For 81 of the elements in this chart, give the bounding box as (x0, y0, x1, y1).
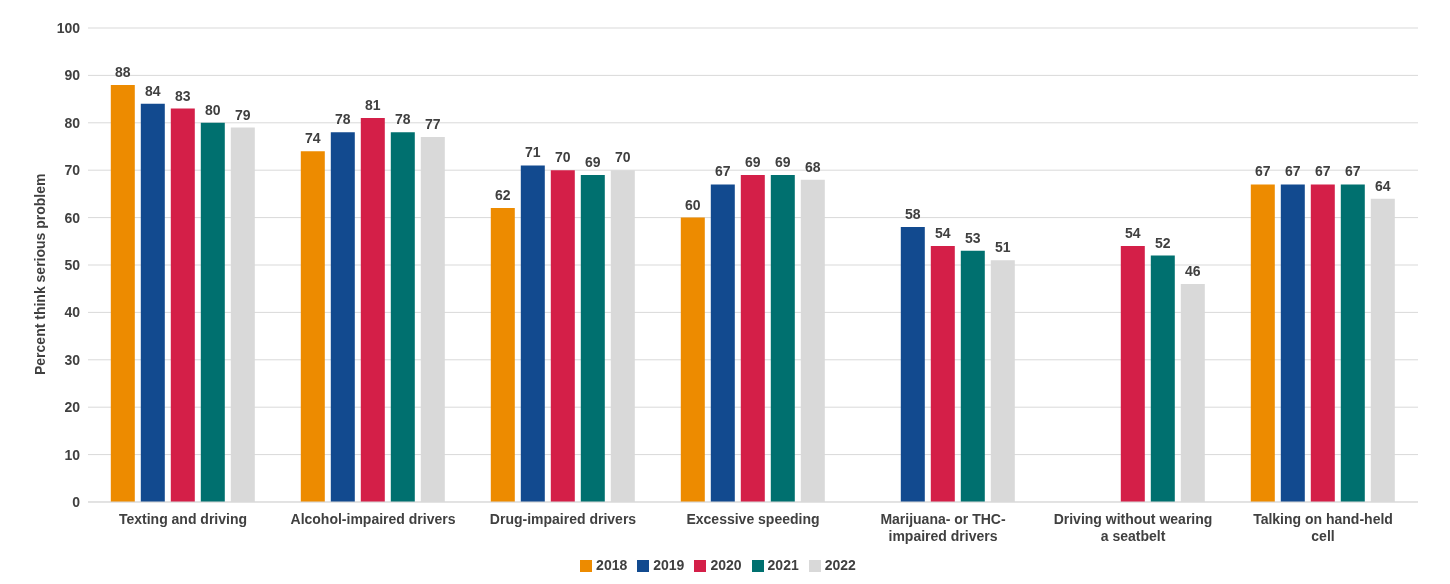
data-label: 88 (115, 63, 131, 80)
x-tick-label: Excessive speeding (686, 511, 820, 527)
bar (580, 174, 605, 502)
data-label: 62 (495, 187, 511, 204)
x-tick-label: Texting and driving (118, 511, 248, 527)
y-tick-label: 50 (64, 256, 81, 273)
bar (490, 208, 515, 502)
data-label: 78 (395, 111, 411, 128)
bar (140, 103, 165, 502)
data-label: 69 (585, 153, 601, 170)
data-label: 84 (145, 82, 161, 99)
data-label: 60 (685, 196, 701, 213)
y-tick-label: 90 (64, 67, 81, 84)
data-label: 52 (1155, 234, 1171, 251)
bar (330, 132, 355, 502)
legend-label: 2022 (824, 557, 856, 573)
x-tick-label: Driving without wearing a seatbelt (1053, 511, 1213, 544)
bar (740, 174, 765, 502)
y-axis-title: Percent think serious problem (31, 173, 48, 375)
y-tick-label: 30 (64, 351, 81, 368)
data-label: 67 (1315, 163, 1331, 180)
bar (520, 165, 545, 502)
data-label: 70 (615, 149, 631, 166)
y-tick-label: 10 (64, 446, 81, 463)
data-label: 77 (425, 116, 441, 133)
bar (930, 246, 955, 502)
bar (170, 108, 195, 502)
legend-label: 2018 (596, 557, 628, 573)
data-label: 64 (1375, 177, 1391, 194)
x-tick-label: Talking on hand-held cell (1253, 511, 1393, 544)
bar (1280, 184, 1305, 502)
bar (1340, 184, 1365, 502)
y-tick-label: 20 (64, 399, 81, 416)
bar (680, 217, 705, 502)
data-label: 83 (175, 87, 191, 104)
bar (390, 132, 415, 502)
data-label: 70 (555, 149, 571, 166)
legend-label: 2019 (653, 557, 685, 573)
legend-label: 2020 (710, 557, 742, 573)
bar (900, 227, 925, 502)
y-tick-label: 60 (64, 209, 81, 226)
data-label: 81 (365, 97, 381, 114)
x-tick-label: Marijuana- or THC-impaired drivers (880, 511, 1006, 544)
x-tick-label: Alcohol-impaired drivers (290, 511, 456, 527)
data-label: 71 (525, 144, 541, 161)
legend-label: 2021 (767, 557, 799, 573)
data-label: 54 (935, 225, 951, 242)
bar (360, 118, 385, 502)
data-label: 67 (715, 163, 731, 180)
bar (1250, 184, 1275, 502)
data-label: 80 (205, 101, 221, 118)
bar (770, 174, 795, 502)
data-label: 67 (1285, 163, 1301, 180)
bar (1310, 184, 1335, 502)
data-label: 46 (1185, 262, 1201, 279)
x-tick-label: Drug-impaired drivers (489, 511, 637, 527)
bar (110, 84, 135, 502)
bar (960, 250, 985, 502)
y-tick-label: 100 (56, 19, 81, 36)
bar (1120, 246, 1145, 502)
data-label: 53 (965, 229, 981, 246)
data-label: 54 (1125, 225, 1141, 242)
bar (710, 184, 735, 502)
data-label: 79 (235, 106, 251, 123)
bar (1150, 255, 1175, 502)
data-label: 78 (335, 111, 351, 128)
data-label: 67 (1345, 163, 1361, 180)
bar (550, 170, 575, 502)
data-label: 74 (305, 130, 321, 147)
y-tick-label: 70 (64, 162, 81, 179)
y-tick-label: 80 (64, 114, 81, 131)
y-tick-label: 40 (64, 304, 81, 321)
data-label: 69 (745, 153, 761, 170)
data-label: 51 (995, 239, 1011, 256)
data-label: 69 (775, 153, 791, 170)
bar (200, 122, 225, 502)
y-tick-label: 0 (72, 493, 81, 510)
bar (300, 151, 325, 502)
data-label: 68 (805, 158, 821, 175)
data-label: 58 (905, 206, 921, 223)
data-label: 67 (1255, 163, 1271, 180)
